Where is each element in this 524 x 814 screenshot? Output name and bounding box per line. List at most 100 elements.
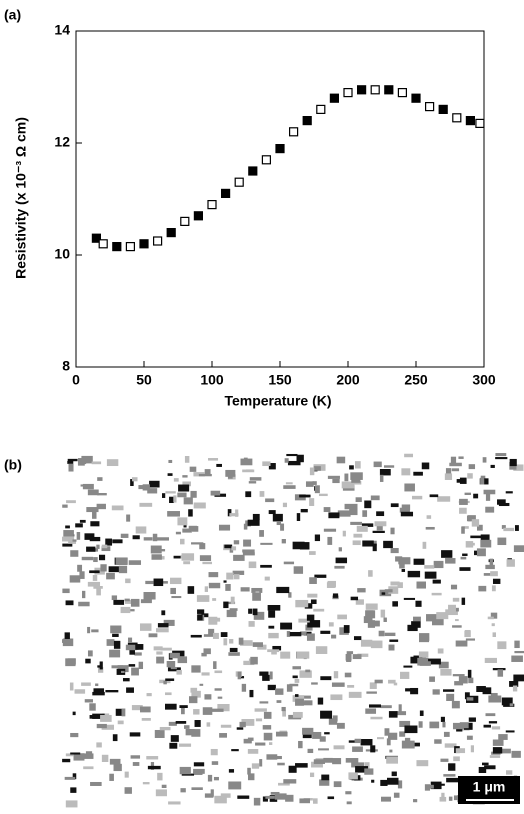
- grain: [459, 567, 471, 571]
- grain: [470, 535, 483, 539]
- grain: [189, 466, 197, 472]
- grain: [84, 533, 95, 540]
- grain: [70, 787, 77, 793]
- grain: [275, 688, 284, 695]
- grain: [64, 776, 76, 780]
- grain: [185, 729, 195, 736]
- grain: [364, 500, 372, 509]
- grain: [337, 614, 347, 620]
- grain: [354, 738, 362, 744]
- grain: [131, 667, 139, 676]
- grain: [452, 674, 465, 677]
- grain: [336, 456, 346, 464]
- x-tick-label: 200: [336, 372, 360, 388]
- grain: [251, 763, 260, 769]
- marker: [112, 242, 122, 252]
- grain: [491, 585, 496, 592]
- grain: [400, 671, 410, 679]
- grain: [320, 710, 333, 719]
- grain: [497, 669, 504, 677]
- grain: [76, 532, 81, 540]
- grain: [416, 581, 426, 589]
- grain: [167, 667, 181, 672]
- grain: [271, 649, 277, 655]
- grain: [101, 754, 109, 763]
- grain: [370, 745, 376, 753]
- grain: [85, 658, 91, 664]
- grain: [169, 742, 178, 749]
- grain: [130, 755, 141, 759]
- grain: [292, 666, 302, 670]
- grain: [379, 469, 391, 476]
- grain: [96, 742, 102, 748]
- grain: [231, 749, 239, 752]
- grain: [282, 502, 288, 508]
- grain: [125, 644, 137, 651]
- grain: [281, 539, 286, 544]
- grain: [320, 676, 332, 681]
- grain: [242, 469, 255, 473]
- grain: [92, 713, 105, 719]
- x-tick-label: 250: [404, 372, 428, 388]
- grain: [253, 611, 265, 620]
- grain: [514, 525, 519, 531]
- grain: [314, 485, 320, 494]
- grain: [219, 733, 228, 738]
- grain: [468, 464, 476, 470]
- grain: [65, 525, 70, 529]
- plot-frame: [75, 30, 485, 368]
- grain: [380, 796, 392, 802]
- grain: [113, 763, 122, 772]
- grain: [348, 740, 356, 743]
- grain: [266, 754, 278, 760]
- grain: [165, 678, 175, 681]
- grain: [330, 694, 343, 701]
- grain: [81, 682, 91, 686]
- grain: [116, 668, 126, 675]
- grain: [204, 793, 214, 798]
- grain: [193, 762, 205, 767]
- grain: [365, 603, 378, 610]
- grain: [413, 558, 425, 565]
- grain: [418, 651, 429, 658]
- grain: [113, 599, 125, 605]
- grain: [383, 540, 393, 549]
- grain: [243, 539, 252, 547]
- grain: [85, 751, 93, 756]
- grain: [208, 458, 219, 461]
- grain: [170, 587, 176, 595]
- grain: [492, 739, 504, 746]
- grain: [452, 625, 462, 628]
- grain: [89, 570, 100, 574]
- grain: [165, 692, 172, 696]
- grain: [160, 647, 172, 651]
- grain: [249, 477, 262, 481]
- grain: [513, 545, 524, 552]
- grain: [105, 690, 119, 693]
- grain: [165, 703, 177, 710]
- grain: [135, 526, 147, 534]
- grain: [265, 498, 275, 503]
- grain: [95, 683, 99, 687]
- grain: [352, 654, 362, 660]
- grain: [399, 720, 411, 728]
- grain: [191, 729, 201, 737]
- marker: [139, 239, 149, 249]
- grain: [397, 582, 403, 589]
- grain: [431, 592, 442, 596]
- grain: [314, 534, 321, 542]
- grain: [490, 464, 495, 468]
- grain: [465, 638, 476, 641]
- grain: [346, 801, 352, 805]
- grain: [501, 697, 513, 706]
- grain: [268, 510, 276, 515]
- grain: [424, 571, 437, 579]
- grain: [156, 651, 163, 655]
- grain: [310, 599, 317, 605]
- grain: [299, 631, 307, 636]
- grain: [307, 593, 318, 598]
- grain: [132, 535, 140, 540]
- grain: [366, 691, 377, 694]
- grain: [407, 624, 418, 632]
- grain: [93, 548, 99, 552]
